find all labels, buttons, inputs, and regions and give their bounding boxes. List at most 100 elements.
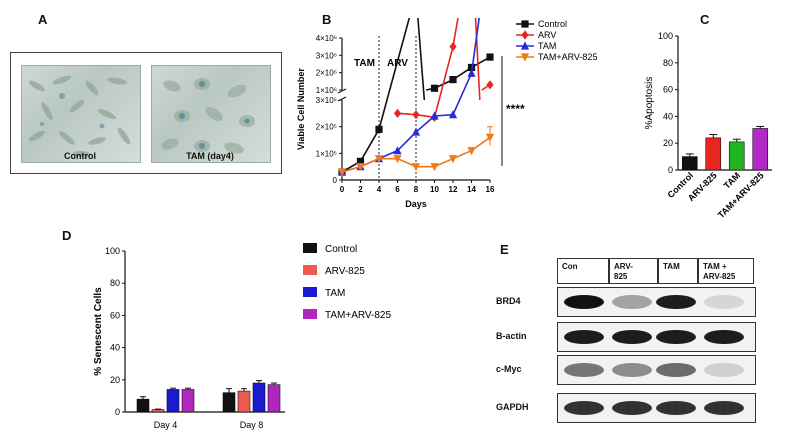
y-tick-label: 60 bbox=[110, 310, 120, 320]
panel-label-d: D bbox=[62, 228, 72, 243]
x-tick-label: 0 bbox=[340, 185, 345, 194]
y-tick-label: 40 bbox=[663, 111, 673, 121]
control-cells-image bbox=[29, 75, 131, 158]
blot-band bbox=[704, 363, 744, 377]
tam-cells-image bbox=[161, 78, 255, 154]
data-point bbox=[467, 63, 476, 72]
blot-band bbox=[612, 363, 652, 377]
blot-lane-header-line: 825 bbox=[614, 272, 628, 281]
data-point bbox=[393, 155, 402, 164]
series-line-segment bbox=[434, 157, 454, 168]
data-point bbox=[356, 163, 365, 172]
blot-band bbox=[656, 295, 696, 309]
blot-band bbox=[564, 295, 604, 309]
blot-lane-header: Con bbox=[557, 258, 609, 284]
blot-row-label: BRD4 bbox=[496, 296, 521, 306]
bar-arv-825 bbox=[705, 137, 722, 171]
series-line-segment bbox=[378, 18, 411, 130]
blot-band bbox=[656, 363, 696, 377]
x-tick-label: 6 bbox=[395, 185, 400, 194]
data-point bbox=[374, 155, 384, 164]
series-line-segment bbox=[378, 149, 398, 160]
blot-band bbox=[704, 330, 744, 344]
bar-control bbox=[681, 156, 698, 171]
data-point bbox=[393, 108, 402, 118]
data-point bbox=[449, 42, 457, 52]
series-line-segment bbox=[474, 18, 481, 101]
legend-marker bbox=[521, 20, 529, 28]
bar-tam-arv-825-day-8 bbox=[267, 384, 281, 413]
bar-control-day-8 bbox=[222, 392, 236, 413]
bar-tam-day-8 bbox=[252, 382, 266, 413]
panel-label-a: A bbox=[38, 12, 48, 27]
x-tick-label: 16 bbox=[486, 185, 495, 194]
blot-row-label: c-Myc bbox=[496, 364, 522, 374]
series-line-segment bbox=[360, 157, 380, 168]
blot-band bbox=[656, 401, 696, 415]
series-control bbox=[338, 18, 494, 176]
x-tick-label: 2 bbox=[358, 185, 363, 194]
bar-tam bbox=[728, 141, 745, 171]
blot-row-brd4 bbox=[557, 287, 756, 317]
y-tick-label: 1×10⁵ bbox=[316, 149, 337, 158]
y-tick-label: 80 bbox=[663, 58, 673, 68]
significance-label: **** bbox=[506, 102, 525, 116]
micrograph-control bbox=[21, 65, 141, 163]
x-tick-label: Day 8 bbox=[240, 420, 264, 430]
y-tick-label: 20 bbox=[663, 138, 673, 148]
x-tick-label: TAM bbox=[722, 170, 742, 190]
legend-label: ARV bbox=[538, 30, 556, 40]
bar-tam-arv-825 bbox=[752, 128, 769, 171]
x-tick-label: 10 bbox=[430, 185, 439, 194]
legend-label: Control bbox=[325, 244, 357, 255]
y-tick-label: 3×10⁶ bbox=[316, 51, 337, 60]
series-line-segment bbox=[452, 18, 459, 47]
data-point bbox=[356, 157, 365, 165]
legend-label: TAM bbox=[325, 288, 345, 299]
y-axis-title: %Apoptosis bbox=[644, 77, 655, 130]
blot-row-b-actin bbox=[557, 322, 756, 352]
blot-row-label: GAPDH bbox=[496, 402, 529, 412]
data-point bbox=[430, 84, 439, 92]
series-line-segment bbox=[341, 165, 361, 173]
y-tick-label: 2×10⁶ bbox=[316, 69, 337, 78]
series-tam-arv-825 bbox=[337, 133, 495, 177]
panel-label-c: C bbox=[700, 12, 710, 27]
bar-tam-arv-825-day-4 bbox=[181, 389, 195, 413]
blot-band bbox=[564, 330, 604, 344]
data-point bbox=[486, 80, 494, 90]
y-tick-label: 100 bbox=[658, 31, 673, 41]
blot-band bbox=[564, 401, 604, 415]
legend-label: Control bbox=[538, 19, 567, 29]
data-point bbox=[375, 125, 383, 133]
legend-marker bbox=[520, 41, 530, 50]
bar-tam-day-4 bbox=[166, 389, 180, 413]
legend-swatch bbox=[303, 243, 317, 253]
micrograph-caption-control: Control bbox=[64, 151, 96, 161]
blot-row-c-myc bbox=[557, 355, 756, 385]
data-point bbox=[448, 110, 458, 119]
bar-arv-825-day-8 bbox=[237, 390, 251, 413]
legend-label: TAM+ARV-825 bbox=[538, 52, 597, 62]
blot-band bbox=[656, 330, 696, 344]
x-tick-label: 12 bbox=[449, 185, 458, 194]
y-axis-title: Viable Cell Number bbox=[296, 68, 306, 150]
y-tick-label: 100 bbox=[105, 246, 120, 256]
bar-arv-825-day-4 bbox=[151, 409, 165, 413]
data-point bbox=[411, 163, 421, 172]
legend-marker bbox=[520, 53, 530, 62]
data-point bbox=[486, 53, 494, 61]
data-point bbox=[337, 168, 347, 177]
chart-b-growth-curves: 1×10⁶ 2×10⁶ 3×10⁶ 4×10⁶ 0 1×10⁵ 2×10⁵ 3×10⁵ 0 2 4 6… bbox=[296, 18, 597, 209]
blot-band bbox=[612, 330, 652, 344]
micrograph-caption-tam: TAM (day4) bbox=[186, 151, 234, 161]
blot-band bbox=[704, 401, 744, 415]
x-tick-label: 4 bbox=[377, 185, 382, 194]
bar-control-day-4 bbox=[136, 398, 150, 413]
y-tick-label: 0 bbox=[115, 407, 120, 417]
axis-break-mark bbox=[337, 88, 347, 94]
data-point bbox=[430, 163, 439, 172]
x-axis-title: Days bbox=[405, 199, 427, 209]
